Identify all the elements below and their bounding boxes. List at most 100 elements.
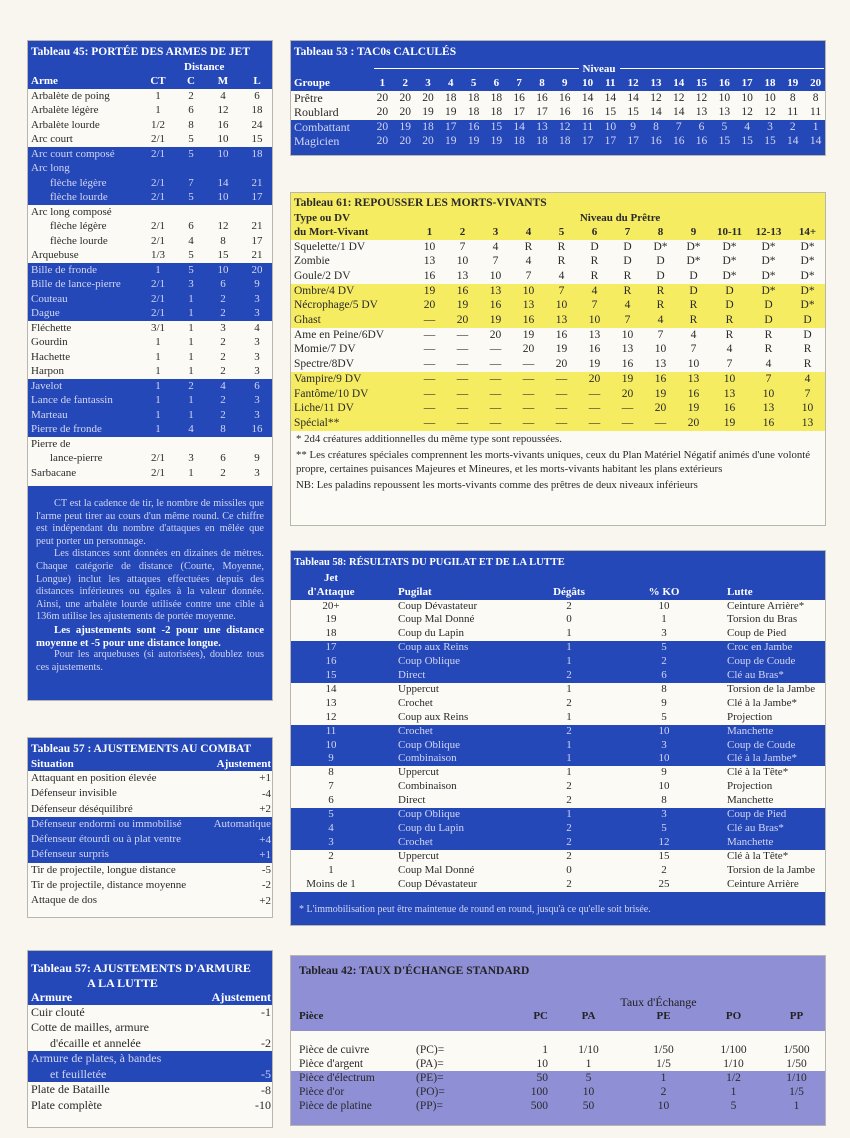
- cell-value: 2/1: [150, 234, 166, 247]
- table-row: 19 Coup Mal Donné 0 1 Torsion du Bras: [291, 613, 825, 628]
- row-label: Pièce de cuivre: [291, 1043, 413, 1057]
- cell-value: 2: [626, 1085, 701, 1099]
- cell-value: 7: [667, 119, 691, 134]
- cell-value: 1/2: [701, 1071, 766, 1085]
- cell-value: 2: [604, 863, 724, 878]
- level-header: 3: [425, 77, 431, 89]
- level-header: 4: [525, 226, 532, 238]
- cell-value: [204, 1051, 272, 1067]
- cell-value: —: [413, 371, 446, 387]
- cell-value: 12: [553, 119, 577, 134]
- cell-value: 1: [140, 407, 176, 422]
- cell-value: 10: [217, 133, 229, 145]
- cell-value: [240, 161, 272, 176]
- cell-value: —: [644, 415, 677, 431]
- cell-value: 50: [551, 1099, 626, 1113]
- cell-value: +1: [259, 772, 272, 785]
- cell-value: R: [644, 298, 677, 314]
- cell-value: 10: [749, 386, 788, 402]
- cell-value: 16: [553, 90, 577, 105]
- cell-value: D*: [653, 240, 668, 253]
- cell-value: 25: [604, 877, 724, 892]
- cell-value: 15: [621, 105, 645, 120]
- col-header: Ajustement: [211, 990, 271, 1004]
- cell-value: 12: [690, 90, 713, 105]
- level-header: 11: [605, 77, 616, 89]
- cell-value: D*: [788, 298, 825, 314]
- table-row: 13 Crochet 2 9 Clé à la Jambe*: [291, 696, 825, 711]
- cell-value: D: [689, 269, 698, 282]
- table-row: 4 Coup du Lapin 2 5 Clé au Bras*: [291, 822, 825, 836]
- cell-value: 50: [503, 1071, 551, 1085]
- level-header: 6: [591, 226, 598, 238]
- table-row: flèche légère 2/1 7 14 21: [28, 175, 272, 190]
- table-row: flèche lourde 2/1 4 8 17: [28, 234, 272, 249]
- note-paragraph-bold: Les ajustements sont -2 pour une distanc…: [36, 623, 264, 649]
- cell-value: 3: [220, 321, 226, 334]
- cell-value: R: [677, 298, 710, 314]
- table-row: 11 Crochet 2 10 Manchette: [291, 724, 825, 739]
- level-header: 2: [459, 226, 466, 238]
- table-row: Marteau 1 1 2 3: [28, 407, 272, 422]
- cell-value: 8: [220, 234, 226, 247]
- cell-value: 1: [176, 306, 206, 321]
- row-label: 16: [291, 655, 371, 670]
- cell-value: R: [710, 313, 749, 328]
- table-row: 18 Coup du Lapin 1 3 Coup de Pied: [291, 627, 825, 642]
- table-row: 8 Uppercut 1 9 Clé à la Tête*: [291, 766, 825, 781]
- cell-value: 16: [644, 371, 677, 387]
- cell-value: Manchette: [724, 794, 825, 809]
- row-label: 11: [291, 724, 371, 739]
- col-header: Arme: [31, 75, 58, 87]
- table-row: lance-pierre 2/1 3 6 9: [28, 451, 272, 466]
- cell-value: +1: [198, 847, 272, 863]
- level-header: 13: [650, 77, 662, 89]
- cell-value: 1: [155, 336, 161, 348]
- cell-value: 15: [484, 119, 508, 134]
- table-row: 12 Coup aux Reins 1 5 Projection: [291, 710, 825, 725]
- cell-value: D: [656, 255, 665, 268]
- level-header: 10: [582, 77, 594, 89]
- table-row: Bille de fronde 1 5 10 20: [28, 262, 272, 277]
- footnote: * L'immobilisation peut être maintenue d…: [299, 903, 651, 915]
- table-53-thac0: Tableau 53 : TAC0s CALCULÉS Niveau Group…: [290, 40, 826, 156]
- cell-value: Crochet: [371, 835, 534, 850]
- cell-value: 1: [176, 393, 206, 408]
- cell-value: 18: [484, 90, 508, 105]
- cell-value: 5: [188, 249, 194, 261]
- cell-value: R: [557, 255, 566, 268]
- cell-value: 2: [188, 89, 194, 102]
- cell-value: —: [423, 328, 436, 341]
- cell-value: 10: [423, 240, 436, 253]
- cell-value: 12: [217, 104, 229, 116]
- cell-value: Ceinture Arrière*: [724, 599, 825, 614]
- table-row: 1 Coup Mal Donné 0 2 Torsion de la Jambe: [291, 863, 825, 878]
- table-row: Hachette 1 1 2 3: [28, 350, 272, 365]
- cell-value: Torsion du Bras: [724, 613, 825, 628]
- cell-value: 1: [155, 104, 161, 116]
- cell-value: 20: [371, 134, 394, 149]
- row-label: 7: [291, 780, 371, 795]
- table-row: Tir de projectile, longue distance -5: [28, 863, 272, 878]
- cell-value: Coup du Lapin: [371, 822, 534, 836]
- row-label: Pierre de: [31, 437, 71, 450]
- cell-value: 8: [206, 422, 240, 437]
- cell-value: 3: [188, 452, 194, 464]
- row-label: Prêtre: [291, 90, 371, 105]
- cell-value: 20: [371, 90, 394, 105]
- cell-value: Coup aux Reins: [371, 641, 534, 656]
- row-label: Moins de 1: [291, 877, 371, 892]
- cell-value: 18: [462, 90, 485, 105]
- cell-value: 10: [621, 328, 634, 341]
- cell-value: 2: [220, 466, 226, 479]
- cell-value: 7: [726, 358, 733, 371]
- cell-value: Uppercut: [371, 766, 534, 781]
- row-label: Ombre/4 DV: [291, 283, 413, 299]
- table-row: Pierre de: [28, 437, 272, 452]
- cell-value: 18: [439, 90, 463, 105]
- row-label: Plate de Bataille: [31, 1082, 110, 1096]
- cell-value: 16: [479, 298, 512, 314]
- cell-value: 6: [206, 277, 240, 292]
- cell-value: 3: [604, 627, 724, 642]
- cell-value: 20: [677, 415, 710, 431]
